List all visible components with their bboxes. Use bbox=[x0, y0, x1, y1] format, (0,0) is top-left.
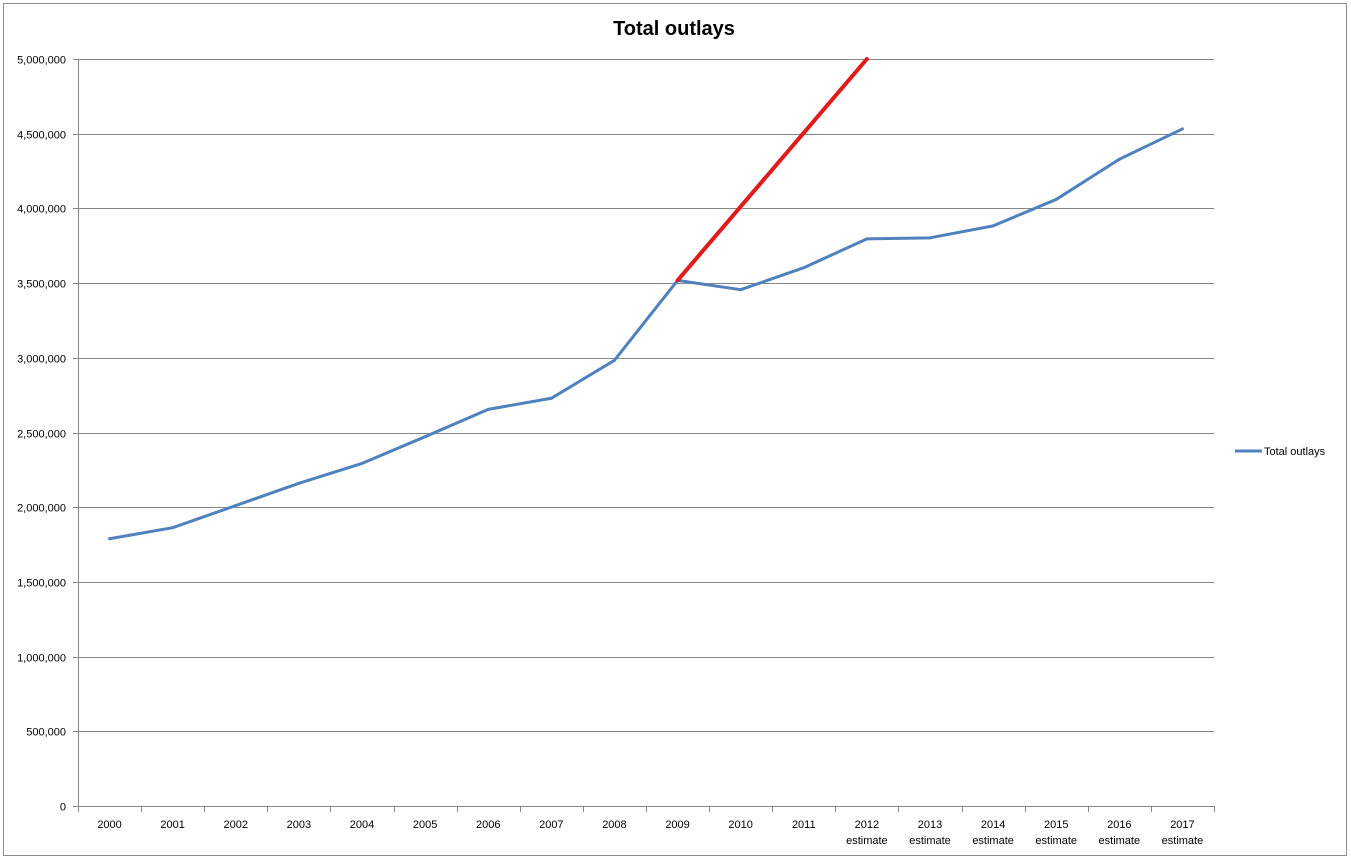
y-tick-label: 4,000,000 bbox=[17, 204, 66, 216]
data-point bbox=[360, 461, 364, 465]
y-tick-label: 500,000 bbox=[26, 727, 66, 739]
x-tick-label: 2016 estimate bbox=[1099, 819, 1141, 847]
chart-frame bbox=[3, 3, 1347, 856]
data-point bbox=[802, 266, 806, 270]
y-tick-label: 1,000,000 bbox=[17, 653, 66, 665]
x-tick-label: 2001 bbox=[160, 819, 184, 831]
x-tick-label: 2010 bbox=[728, 819, 752, 831]
x-tick-label: 2006 bbox=[476, 819, 500, 831]
x-tick-label: 2017 estimate bbox=[1162, 819, 1204, 847]
x-axis bbox=[73, 59, 1215, 812]
series-layer bbox=[108, 127, 1184, 541]
x-tick-label: 2007 bbox=[539, 819, 563, 831]
data-point bbox=[486, 407, 490, 411]
x-axis-tick-labels: 2000 2001 2002 2003 2004 2005 2006 2007 2008 2009… bbox=[97, 819, 1203, 847]
x-tick-label: 2011 bbox=[792, 819, 816, 831]
x-tick-label: 2003 bbox=[287, 819, 311, 831]
legend: Total outlays bbox=[1235, 446, 1326, 458]
data-point bbox=[171, 526, 175, 530]
x-tick-label: 2004 bbox=[350, 819, 374, 831]
annotation-layer bbox=[675, 57, 869, 283]
y-tick-label: 5,000,000 bbox=[17, 55, 66, 67]
legend-label: Total outlays bbox=[1264, 446, 1326, 458]
y-tick-label: 1,500,000 bbox=[17, 578, 66, 590]
x-tick-label: 2012 estimate bbox=[846, 819, 888, 847]
chart-title: Total outlays bbox=[613, 18, 735, 40]
x-tick-label: 2013 estimate bbox=[909, 819, 951, 847]
x-tick-label: 2002 bbox=[224, 819, 248, 831]
x-tick-label: 2015 estimate bbox=[1035, 819, 1077, 847]
data-point bbox=[1117, 157, 1121, 161]
data-point bbox=[991, 224, 995, 228]
y-tick-label: 3,000,000 bbox=[17, 354, 66, 366]
x-tick-label: 2005 bbox=[413, 819, 437, 831]
y-tick-label: 0 bbox=[60, 802, 66, 814]
x-tick-label: 2000 bbox=[97, 819, 121, 831]
data-point bbox=[297, 481, 301, 485]
x-tick-label: 2009 bbox=[665, 819, 689, 831]
y-tick-label: 4,500,000 bbox=[17, 130, 66, 142]
gridlines bbox=[78, 59, 1214, 732]
data-point bbox=[423, 435, 427, 439]
data-point bbox=[739, 288, 743, 292]
y-tick-label: 2,500,000 bbox=[17, 429, 66, 441]
y-tick-label: 2,000,000 bbox=[17, 503, 66, 515]
series-line bbox=[109, 127, 1184, 541]
data-point bbox=[865, 237, 869, 241]
data-point bbox=[612, 358, 616, 362]
y-tick-label: 3,500,000 bbox=[17, 279, 66, 291]
annotation-line bbox=[675, 57, 869, 283]
data-point bbox=[1180, 127, 1184, 131]
data-point bbox=[928, 236, 932, 240]
data-point bbox=[234, 504, 238, 508]
x-tick-label: 2014 estimate bbox=[972, 819, 1014, 847]
data-point bbox=[549, 396, 553, 400]
data-point bbox=[108, 537, 112, 541]
data-point bbox=[1054, 197, 1058, 201]
x-tick-label: 2008 bbox=[602, 819, 626, 831]
y-axis-tick-labels: 0 500,000 1,000,000 1,500,000 2,000,000 2,500… bbox=[17, 55, 66, 814]
